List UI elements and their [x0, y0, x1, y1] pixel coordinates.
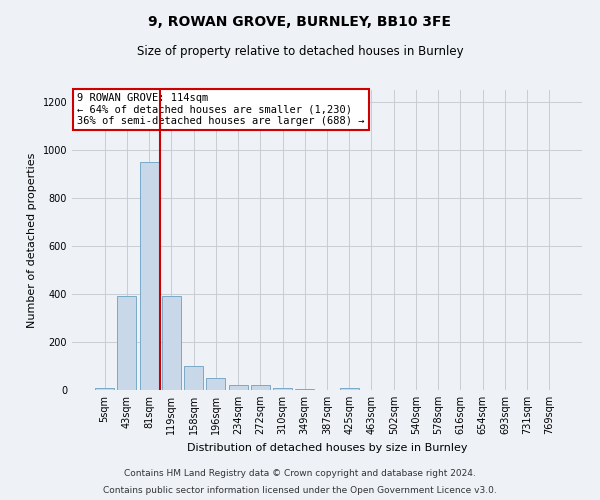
Bar — [229, 385, 248, 390]
Bar — [184, 366, 203, 390]
Text: Contains HM Land Registry data © Crown copyright and database right 2024.: Contains HM Land Registry data © Crown c… — [124, 468, 476, 477]
Bar — [140, 162, 158, 390]
Bar — [251, 385, 270, 390]
Bar — [206, 378, 225, 390]
Bar — [95, 388, 114, 390]
Bar — [340, 388, 359, 390]
Bar — [118, 296, 136, 390]
Text: 9, ROWAN GROVE, BURNLEY, BB10 3FE: 9, ROWAN GROVE, BURNLEY, BB10 3FE — [149, 15, 452, 29]
Text: 9 ROWAN GROVE: 114sqm
← 64% of detached houses are smaller (1,230)
36% of semi-d: 9 ROWAN GROVE: 114sqm ← 64% of detached … — [77, 93, 365, 126]
Bar — [162, 296, 181, 390]
Bar — [273, 388, 292, 390]
Y-axis label: Number of detached properties: Number of detached properties — [27, 152, 37, 328]
X-axis label: Distribution of detached houses by size in Burnley: Distribution of detached houses by size … — [187, 442, 467, 452]
Bar — [295, 389, 314, 390]
Text: Size of property relative to detached houses in Burnley: Size of property relative to detached ho… — [137, 45, 463, 58]
Text: Contains public sector information licensed under the Open Government Licence v3: Contains public sector information licen… — [103, 486, 497, 495]
